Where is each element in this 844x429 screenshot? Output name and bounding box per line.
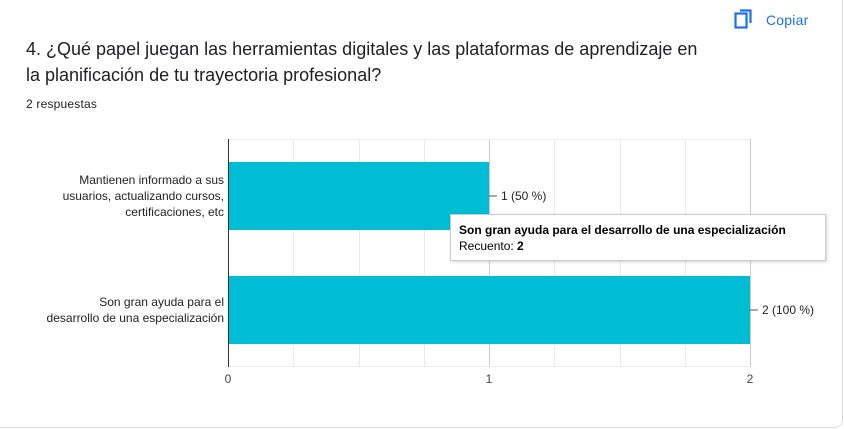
- data-label: 2 (100 %): [762, 303, 814, 317]
- copy-icon: [734, 7, 754, 34]
- category-label: Son gran ayuda para el: [99, 295, 224, 309]
- category-label: desarrollo de una especialización: [47, 311, 224, 325]
- category-label: usuarios, actualizando cursos,: [63, 189, 224, 203]
- bar: [228, 162, 489, 230]
- x-tick-label: 2: [747, 372, 754, 386]
- x-tick-label: 0: [225, 372, 232, 386]
- tooltip-title: Son gran ayuda para el desarrollo de una…: [459, 223, 786, 237]
- bar: [228, 276, 750, 344]
- tooltip-count-row: Recuento: 2: [459, 238, 817, 255]
- question-title: 4. ¿Qué papel juegan las herramientas di…: [26, 39, 698, 85]
- category-label: certificaciones, etc: [125, 205, 224, 219]
- category-label: Mantienen informado a sus: [79, 173, 224, 187]
- response-count: 2 respuestas: [26, 97, 98, 111]
- copy-label: Copiar: [766, 12, 809, 28]
- tooltip-count-value: 2: [517, 239, 524, 253]
- x-tick-label: 1: [486, 372, 493, 386]
- data-label: 1 (50 %): [501, 189, 546, 203]
- chart-tooltip: Son gran ayuda para el desarrollo de una…: [450, 214, 826, 261]
- tooltip-count-label: Recuento:: [459, 239, 514, 253]
- copy-button[interactable]: Copiar: [728, 6, 814, 34]
